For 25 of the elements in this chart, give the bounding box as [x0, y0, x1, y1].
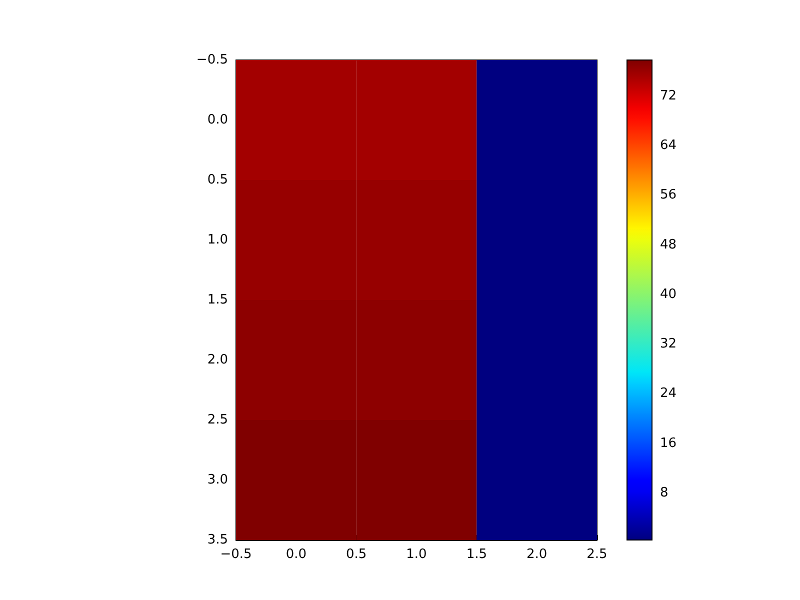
y-tick-label: −0.5	[196, 52, 228, 68]
y-tick-label: 0.0	[207, 112, 228, 128]
color-bar-label: 48	[660, 237, 677, 252]
color-bar-label: 56	[660, 188, 677, 203]
color-bar-label: 8	[660, 485, 668, 500]
color-bar-label: 24	[660, 386, 677, 402]
color-bar-label: 32	[660, 336, 677, 352]
x-tick-label: 1.0	[406, 547, 427, 562]
y-tick-label: 3.0	[207, 472, 228, 488]
color-bar-label: 72	[660, 88, 677, 104]
y-tick-label: 3.5	[207, 532, 228, 548]
x-tick-label: 2.0	[526, 547, 548, 562]
x-tick-label: 0.0	[286, 547, 307, 562]
y-tick-label: 2.0	[207, 352, 228, 368]
x-tick-label: 0.5	[346, 547, 367, 562]
x-tick-label: −0.5	[220, 547, 252, 562]
y-tick-label: 0.5	[207, 172, 228, 188]
color-bar-label: 64	[660, 138, 677, 154]
x-tick-label: 2.5	[586, 547, 608, 562]
color-bar-label: 16	[660, 436, 677, 451]
y-tick-label: 2.5	[207, 412, 228, 428]
y-tick-label: 1.5	[207, 292, 228, 308]
y-tick-label: 1.0	[207, 232, 228, 248]
color-bar-label: 40	[660, 286, 677, 302]
x-tick-label: 1.5	[466, 547, 488, 562]
